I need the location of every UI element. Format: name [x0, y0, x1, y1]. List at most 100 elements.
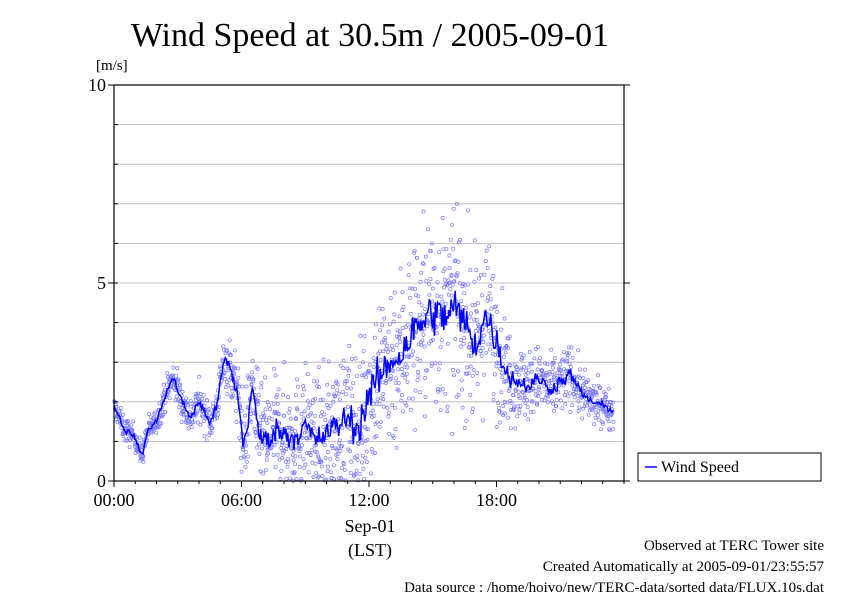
scatter-point: [241, 447, 246, 452]
scatter-point: [350, 393, 355, 398]
scatter-point: [377, 402, 382, 407]
scatter-point: [154, 430, 159, 435]
scatter-point: [568, 365, 573, 370]
scatter-point: [565, 353, 570, 358]
scatter-point: [290, 427, 295, 431]
scatter-point: [422, 414, 427, 419]
scatter-point: [403, 325, 408, 330]
scatter-point: [422, 326, 427, 331]
scatter-point: [331, 463, 336, 468]
scatter-point: [398, 332, 403, 337]
scatter-point: [442, 285, 446, 290]
scatter-point: [454, 201, 459, 206]
scatter-point: [229, 385, 234, 390]
scatter-point: [529, 369, 534, 374]
scatter-point: [379, 419, 384, 424]
scatter-point: [194, 411, 199, 416]
scatter-point: [532, 356, 537, 361]
scatter-point: [466, 371, 471, 376]
scatter-point: [386, 329, 391, 334]
scatter-point: [298, 447, 303, 451]
scatter-point: [429, 363, 434, 368]
scatter-point: [201, 419, 206, 424]
scatter-point: [435, 331, 440, 336]
scatter-point: [353, 356, 358, 361]
scatter-point: [466, 282, 470, 287]
scatter-point: [535, 401, 540, 406]
scatter-point: [272, 443, 277, 448]
scatter-point: [268, 446, 273, 451]
scatter-point: [323, 455, 328, 460]
scatter-point: [419, 303, 424, 308]
scatter-point: [437, 250, 442, 255]
scatter-point: [311, 475, 316, 480]
scatter-point: [258, 414, 263, 419]
scatter-point: [515, 404, 520, 409]
scatter-point: [335, 457, 340, 462]
scatter-point: [448, 237, 453, 242]
scatter-point: [412, 248, 417, 253]
scatter-point: [312, 379, 317, 384]
scatter-point: [401, 304, 406, 309]
scatter-point: [379, 340, 384, 345]
scatter-point: [497, 420, 502, 425]
scatter-point: [297, 449, 302, 454]
scatter-point: [522, 395, 527, 400]
scatter-point: [445, 409, 450, 414]
scatter-point: [518, 396, 523, 401]
scatter-point: [217, 364, 222, 369]
scatter-point: [354, 468, 359, 473]
scatter-point: [602, 408, 607, 413]
scatter-point: [275, 452, 280, 457]
scatter-point: [348, 470, 353, 475]
scatter-point: [380, 306, 385, 311]
scatter-point: [411, 363, 416, 368]
scatter-point: [375, 397, 380, 402]
scatter-point: [269, 445, 274, 450]
scatter-point: [299, 412, 304, 416]
scatter-point: [173, 397, 178, 402]
scatter-point: [224, 348, 229, 353]
scatter-point: [400, 290, 405, 295]
scatter-point: [244, 459, 249, 464]
scatter-point: [263, 468, 268, 473]
scatter-point: [416, 342, 421, 347]
scatter-point: [225, 348, 229, 353]
scatter-point: [413, 286, 418, 291]
scatter-point: [209, 430, 214, 435]
scatter-point: [356, 419, 361, 424]
scatter-point: [488, 284, 493, 288]
scatter-point: [317, 385, 322, 390]
scatter-point: [479, 353, 484, 358]
scatter-point: [412, 250, 417, 255]
scatter-point: [391, 368, 396, 373]
scatter-point: [345, 405, 350, 410]
scatter-point: [421, 209, 426, 214]
scatter-point: [279, 468, 284, 473]
scatter-point: [570, 403, 575, 408]
scatter-point: [361, 373, 366, 378]
scatter-point: [197, 397, 202, 402]
scatter-point: [255, 445, 259, 450]
scatter-point: [484, 350, 489, 355]
scatter-point: [274, 395, 279, 400]
scatter-point: [464, 371, 469, 376]
scatter-point: [234, 420, 239, 424]
scatter-point: [413, 388, 418, 393]
scatter-point: [471, 367, 476, 372]
scatter-point: [338, 363, 343, 368]
scatter-point: [163, 400, 168, 405]
scatter-point: [480, 346, 485, 351]
x-tick-label: 18:00: [476, 490, 517, 510]
scatter-point: [497, 405, 501, 410]
scatter-point: [423, 376, 428, 380]
scatter-point: [474, 329, 478, 333]
scatter-point: [397, 314, 402, 319]
x-tick-label: 00:00: [93, 490, 134, 510]
scatter-point: [286, 426, 291, 430]
scatter-point: [239, 408, 244, 413]
scatter-point: [586, 412, 591, 417]
scatter-point: [241, 454, 246, 459]
scatter-point: [259, 446, 264, 451]
scatter-point: [276, 411, 281, 416]
